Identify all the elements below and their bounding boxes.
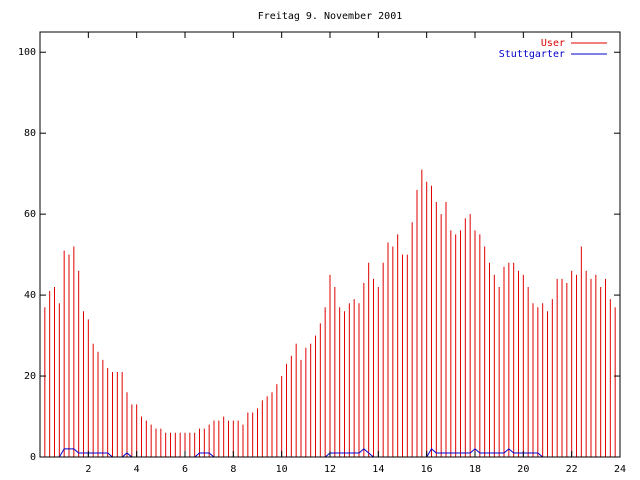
- x-tick-label: 22: [566, 464, 578, 475]
- y-tick-label: 20: [24, 371, 36, 382]
- x-tick-label: 8: [230, 464, 236, 475]
- series-line: [40, 448, 616, 458]
- legend-label: User: [541, 38, 565, 49]
- x-tick-label: 18: [469, 464, 481, 475]
- x-tick-label: 12: [324, 464, 336, 475]
- x-tick-label: 24: [614, 464, 626, 475]
- y-tick-label: 80: [24, 128, 36, 139]
- y-tick-label: 0: [30, 452, 36, 463]
- x-tick-label: 16: [421, 464, 433, 475]
- x-tick-label: 4: [134, 464, 140, 475]
- x-tick-label: 6: [182, 464, 188, 475]
- y-tick-label: 40: [24, 290, 36, 301]
- y-tick-label: 100: [18, 47, 36, 58]
- x-tick-label: 2: [85, 464, 91, 475]
- y-tick-label: 60: [24, 209, 36, 220]
- x-tick-label: 10: [276, 464, 288, 475]
- x-tick-label: 20: [517, 464, 529, 475]
- legend-label: Stuttgarter: [499, 49, 565, 60]
- chart-title: Freitag 9. November 2001: [258, 11, 403, 22]
- x-tick-label: 14: [372, 464, 384, 475]
